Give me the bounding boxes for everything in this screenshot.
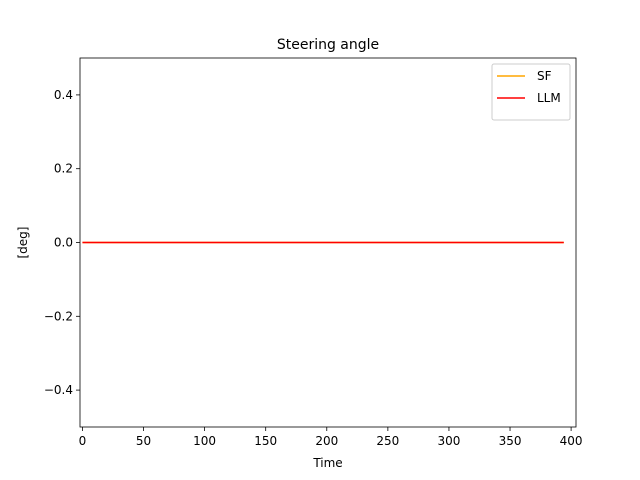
y-tick-label: −0.4 [44, 383, 73, 397]
legend-box [491, 63, 571, 121]
x-tick-label: 300 [437, 434, 460, 448]
y-tick-label: 0.2 [54, 162, 73, 176]
x-tick-label: 50 [136, 434, 151, 448]
legend-label-sf: SF [537, 69, 552, 83]
y-tick-label: 0.0 [54, 236, 73, 250]
y-axis-ticks: −0.4 −0.2 0.0 0.2 0.4 [44, 88, 80, 397]
x-tick-label: 400 [560, 434, 583, 448]
x-tick-label: 0 [79, 434, 87, 448]
x-tick-label: 200 [315, 434, 338, 448]
x-axis-label: Time [312, 456, 342, 470]
x-axis-ticks: 0 50 100 150 200 250 300 350 400 [79, 427, 583, 448]
y-axis-label: [deg] [16, 227, 30, 259]
x-tick-label: 150 [254, 434, 277, 448]
chart-title: Steering angle [277, 37, 379, 53]
x-tick-label: 350 [499, 434, 522, 448]
y-tick-label: 0.4 [54, 88, 73, 102]
legend: SF LLM [491, 63, 571, 121]
x-tick-label: 250 [376, 434, 399, 448]
legend-label-llm: LLM [537, 91, 561, 105]
x-tick-label: 100 [193, 434, 216, 448]
y-tick-label: −0.2 [44, 309, 73, 323]
